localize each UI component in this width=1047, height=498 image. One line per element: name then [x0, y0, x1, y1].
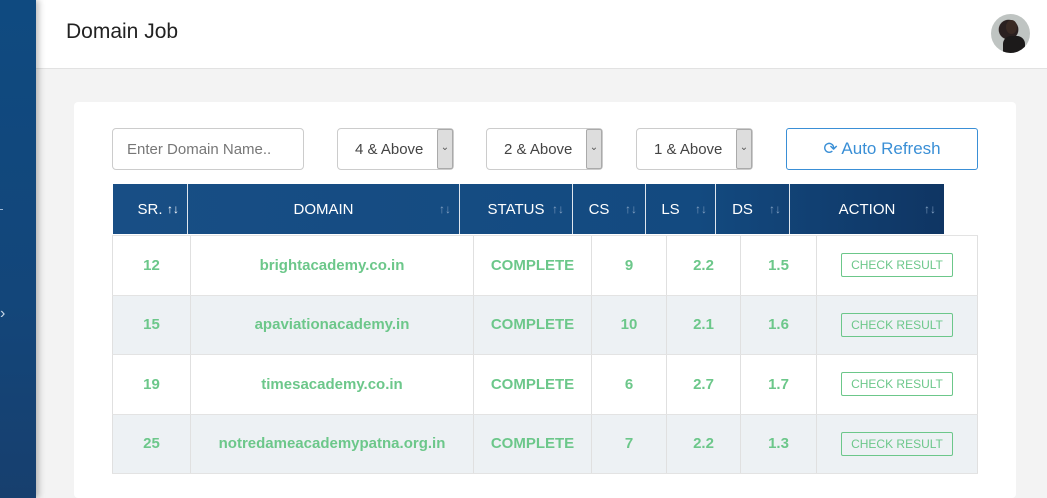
- table-row: 19 timesacademy.co.in COMPLETE 6 2.7 1.7 CHECK…: [112, 355, 978, 415]
- cell-status: COMPLETE: [473, 236, 591, 295]
- sidebar-dash: [0, 209, 3, 210]
- cell-action: CHECK RESULT: [816, 355, 978, 414]
- ds-filter-select[interactable]: 1 & Above ⌄: [636, 128, 753, 170]
- column-header-status[interactable]: STATUS ↑↓: [460, 184, 573, 234]
- table-header: SR. ↑↓ DOMAIN ↑↓ STATUS ↑↓ CS ↑↓ LS ↑↓ DS ↑↓ A…: [113, 184, 944, 234]
- cell-sr: 15: [112, 295, 190, 354]
- column-label: DS: [732, 200, 753, 218]
- page-title: Domain Job: [66, 20, 179, 43]
- table-row: 25 notredameacademypatna.org.in COMPLETE 7 2…: [112, 414, 978, 474]
- cell-domain: brightacademy.co.in: [190, 236, 473, 295]
- check-result-button[interactable]: CHECK RESULT: [841, 312, 953, 337]
- cell-ls: 2.7: [666, 355, 740, 414]
- cell-cs: 7: [591, 414, 666, 473]
- column-header-action[interactable]: ACTION ↑↓: [790, 184, 944, 234]
- column-label: LS: [661, 200, 680, 218]
- domain-search-input[interactable]: [112, 128, 304, 170]
- cell-ds: 1.3: [740, 414, 816, 473]
- table-row: 12 brightacademy.co.in COMPLETE 9 2.2 1.5 CHEC…: [112, 236, 978, 296]
- column-header-cs[interactable]: CS ↑↓: [573, 184, 646, 234]
- column-header-domain[interactable]: DOMAIN ↑↓: [188, 184, 460, 234]
- column-header-sr[interactable]: SR. ↑↓: [113, 184, 188, 234]
- cell-sr: 12: [112, 236, 190, 295]
- column-header-ds[interactable]: DS ↑↓: [716, 184, 790, 234]
- sort-icon: ↑↓: [695, 202, 707, 216]
- cell-ds: 1.6: [740, 295, 816, 354]
- column-header-ls[interactable]: LS ↑↓: [646, 184, 716, 234]
- column-label: DOMAIN: [293, 200, 354, 218]
- domain-job-card: 4 & Above ⌄ 2 & Above ⌄ 1 & Above ⌄ ⟳ Au…: [74, 102, 1016, 498]
- column-label: ACTION: [838, 200, 896, 218]
- ds-filter-value: 1 & Above: [654, 141, 723, 158]
- cell-sr: 25: [112, 414, 190, 473]
- cs-filter-value: 4 & Above: [355, 141, 424, 158]
- cell-action: CHECK RESULT: [816, 414, 978, 473]
- cs-filter-select[interactable]: 4 & Above ⌄: [337, 128, 454, 170]
- cell-status: COMPLETE: [473, 355, 591, 414]
- check-result-button[interactable]: CHECK RESULT: [841, 431, 953, 456]
- cell-domain: timesacademy.co.in: [190, 355, 473, 414]
- cell-sr: 19: [112, 355, 190, 414]
- ls-filter-select[interactable]: 2 & Above ⌄: [486, 128, 603, 170]
- cell-ls: 2.2: [666, 414, 740, 473]
- chevron-down-icon: ⌄: [736, 129, 752, 169]
- check-result-button[interactable]: CHECK RESULT: [841, 372, 953, 397]
- auto-refresh-button[interactable]: ⟳ Auto Refresh: [786, 128, 978, 170]
- cell-ls: 2.1: [666, 295, 740, 354]
- sort-icon: ↑↓: [167, 202, 179, 216]
- cell-ds: 1.5: [740, 236, 816, 295]
- cell-status: COMPLETE: [473, 414, 591, 473]
- column-label: SR.: [137, 200, 163, 218]
- sort-icon: ↑↓: [439, 202, 451, 216]
- sidebar-expand-chevron-icon[interactable]: ›: [0, 305, 6, 322]
- user-avatar[interactable]: [991, 14, 1030, 53]
- cell-status: COMPLETE: [473, 295, 591, 354]
- table-body: 12 brightacademy.co.in COMPLETE 9 2.2 1.5 CHEC…: [112, 235, 978, 474]
- cell-cs: 6: [591, 355, 666, 414]
- cell-ls: 2.2: [666, 236, 740, 295]
- sort-icon: ↑↓: [552, 202, 564, 216]
- cell-cs: 9: [591, 236, 666, 295]
- cell-domain: notredameacademypatna.org.in: [190, 414, 473, 473]
- refresh-icon: ⟳: [823, 139, 838, 158]
- sort-icon: ↑↓: [625, 202, 637, 216]
- column-label: STATUS: [487, 200, 545, 218]
- sort-icon: ↑↓: [924, 202, 936, 216]
- check-result-button[interactable]: CHECK RESULT: [841, 253, 953, 278]
- cell-domain: apaviationacademy.in: [190, 295, 473, 354]
- table-row: 15 apaviationacademy.in COMPLETE 10 2.1 1.6 CH…: [112, 295, 978, 355]
- chevron-down-icon: ⌄: [437, 129, 453, 169]
- chevron-down-icon: ⌄: [586, 129, 602, 169]
- sidebar: ›: [0, 0, 36, 498]
- top-bar: Domain Job: [36, 0, 1047, 69]
- ls-filter-value: 2 & Above: [504, 141, 573, 158]
- column-label: CS: [588, 200, 610, 218]
- cell-action: CHECK RESULT: [816, 236, 978, 295]
- sort-icon: ↑↓: [769, 202, 781, 216]
- cell-ds: 1.7: [740, 355, 816, 414]
- cell-cs: 10: [591, 295, 666, 354]
- auto-refresh-label: Auto Refresh: [841, 139, 941, 158]
- cell-action: CHECK RESULT: [816, 295, 978, 354]
